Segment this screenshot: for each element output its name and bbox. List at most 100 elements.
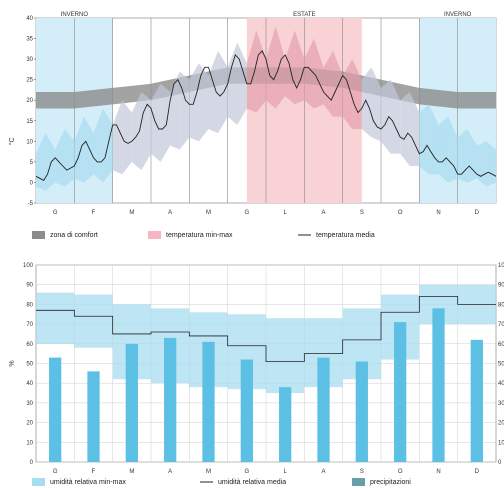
- y-tick-label: 5: [30, 160, 34, 166]
- x-tick-label: S: [360, 210, 364, 216]
- x-tick-label: M: [129, 469, 134, 475]
- y-tick-label: 10: [26, 440, 33, 446]
- x-tick-label: S: [360, 469, 364, 475]
- y-axis-label: %: [9, 360, 16, 366]
- humidity-chart: 0 10 20 30 40 50 60 70 80 90 100 0 10 20 30 40 50 60 70 80 9…: [9, 263, 504, 486]
- temperature-min-max-band: [381, 79, 391, 154]
- y-tick-label: 40: [26, 381, 33, 387]
- precipitation-bar: [279, 387, 292, 462]
- humidity-min-max-band: [74, 294, 113, 348]
- temperature-mean-line: [35, 50, 497, 181]
- y2-tick-label: 60: [498, 342, 504, 348]
- precipitation-bar: [432, 308, 445, 462]
- temperature-min-max-band: [160, 83, 171, 162]
- x-tick-label: G: [244, 469, 249, 475]
- y2-tick-label: 10: [498, 440, 504, 446]
- y-tick-label: 30: [26, 57, 33, 63]
- x-tick-label: A: [168, 469, 172, 475]
- humidity-mean-line: [36, 296, 496, 362]
- y2-tick-label: 0: [498, 460, 502, 466]
- x-tick-label: A: [321, 210, 325, 216]
- legend-label: zona di comfort: [50, 232, 98, 239]
- temperature-min-max-band: [237, 42, 247, 125]
- temperature-min-max-band: [390, 79, 401, 154]
- precipitation-bar: [87, 371, 100, 462]
- temperature-min-max-band: [342, 59, 353, 129]
- y-tick-label: 70: [26, 322, 33, 328]
- y-axis-label: °C: [8, 137, 16, 145]
- temperature-min-max-band: [36, 133, 46, 191]
- y-tick-label: -5: [28, 201, 34, 207]
- y2-tick-label: 80: [498, 302, 504, 308]
- temperature-min-max-band: [131, 92, 142, 171]
- temperature-min-max-band: [256, 30, 266, 113]
- y-tick-label: 30: [26, 401, 33, 407]
- y2-tick-label: 30: [498, 401, 504, 407]
- x-tick-label: D: [475, 469, 480, 475]
- x-tick-label: G: [53, 469, 58, 475]
- temperature-min-max-band: [93, 108, 104, 183]
- legend-swatch: [32, 231, 45, 239]
- x-tick-label: M: [206, 210, 211, 216]
- x-tick-label: L: [283, 210, 287, 216]
- temperature-min-max-band: [266, 26, 276, 109]
- temperature-min-max-band: [428, 104, 439, 175]
- temperature-min-max-band: [467, 129, 477, 183]
- precipitation-bar: [202, 341, 215, 462]
- y-tick-label: 20: [26, 421, 33, 427]
- legend-swatch: [32, 478, 45, 486]
- temperature-min-max-band: [304, 38, 314, 109]
- humidity-min-max-band: [266, 318, 305, 394]
- legend-label: umidità relativa media: [218, 479, 286, 486]
- x-tick-label: O: [398, 469, 403, 475]
- y-tick-label: 0: [30, 180, 34, 186]
- temperature-min-max-band: [83, 116, 94, 183]
- temperature-min-max-band: [313, 38, 324, 109]
- temperature-min-max-band: [45, 133, 56, 191]
- precipitation-bar: [164, 337, 177, 462]
- x-tick-label: M: [129, 210, 134, 216]
- y-tick-label: 15: [26, 119, 33, 125]
- x-tick-label: F: [92, 210, 96, 216]
- y-tick-label: 100: [23, 263, 34, 269]
- legend-label: temperatura media: [316, 232, 375, 239]
- temperature-min-max-band: [218, 50, 228, 134]
- temperature-min-max-band: [333, 50, 343, 117]
- temperature-min-max-band: [227, 42, 238, 125]
- x-tick-label: G: [244, 210, 249, 216]
- y-tick-label: 20: [26, 98, 33, 104]
- temperature-min-max-band: [448, 116, 458, 183]
- x-tick-label: D: [475, 210, 480, 216]
- x-tick-label: G: [53, 210, 58, 216]
- temperature-min-max-band: [294, 30, 305, 105]
- x-tick-label: N: [436, 210, 440, 216]
- y2-tick-label: 20: [498, 421, 504, 427]
- temperature-min-max-band: [419, 104, 429, 175]
- season-label: ESTATE: [293, 12, 315, 18]
- temperature-min-max-band: [438, 116, 449, 183]
- y-tick-label: 25: [26, 78, 33, 84]
- x-tick-label: F: [92, 469, 96, 475]
- y-tick-label: 0: [30, 460, 34, 466]
- temperature-min-max-band: [122, 100, 132, 175]
- y2-tick-label: 70: [498, 322, 504, 328]
- y-tick-label: 60: [26, 342, 33, 348]
- temperature-min-max-band: [371, 67, 381, 142]
- precipitation-bar: [317, 357, 330, 462]
- temperature-min-max-band: [275, 26, 286, 109]
- y-tick-label: 40: [26, 16, 33, 22]
- y2-tick-label: 50: [498, 362, 504, 368]
- y2-tick-label: 90: [498, 283, 504, 289]
- season-label: INVERNO: [444, 12, 472, 18]
- temperature-min-max-band: [246, 30, 257, 113]
- temperature-min-max-band: [179, 71, 190, 150]
- humidity-min-max-band: [36, 292, 75, 344]
- y2-tick-label: 40: [498, 381, 504, 387]
- y-tick-label: 35: [26, 37, 33, 43]
- temperature-min-max-band: [208, 50, 219, 134]
- precipitation-bar: [125, 343, 138, 462]
- temperature-min-max-band: [198, 63, 209, 142]
- legend-label: precipitazioni: [370, 479, 411, 486]
- x-tick-label: L: [283, 469, 287, 475]
- temperature-chart: INVERNO ESTATE INVERNO -5 0 5 10 15 20 25 30 35 40 °C…: [8, 12, 497, 239]
